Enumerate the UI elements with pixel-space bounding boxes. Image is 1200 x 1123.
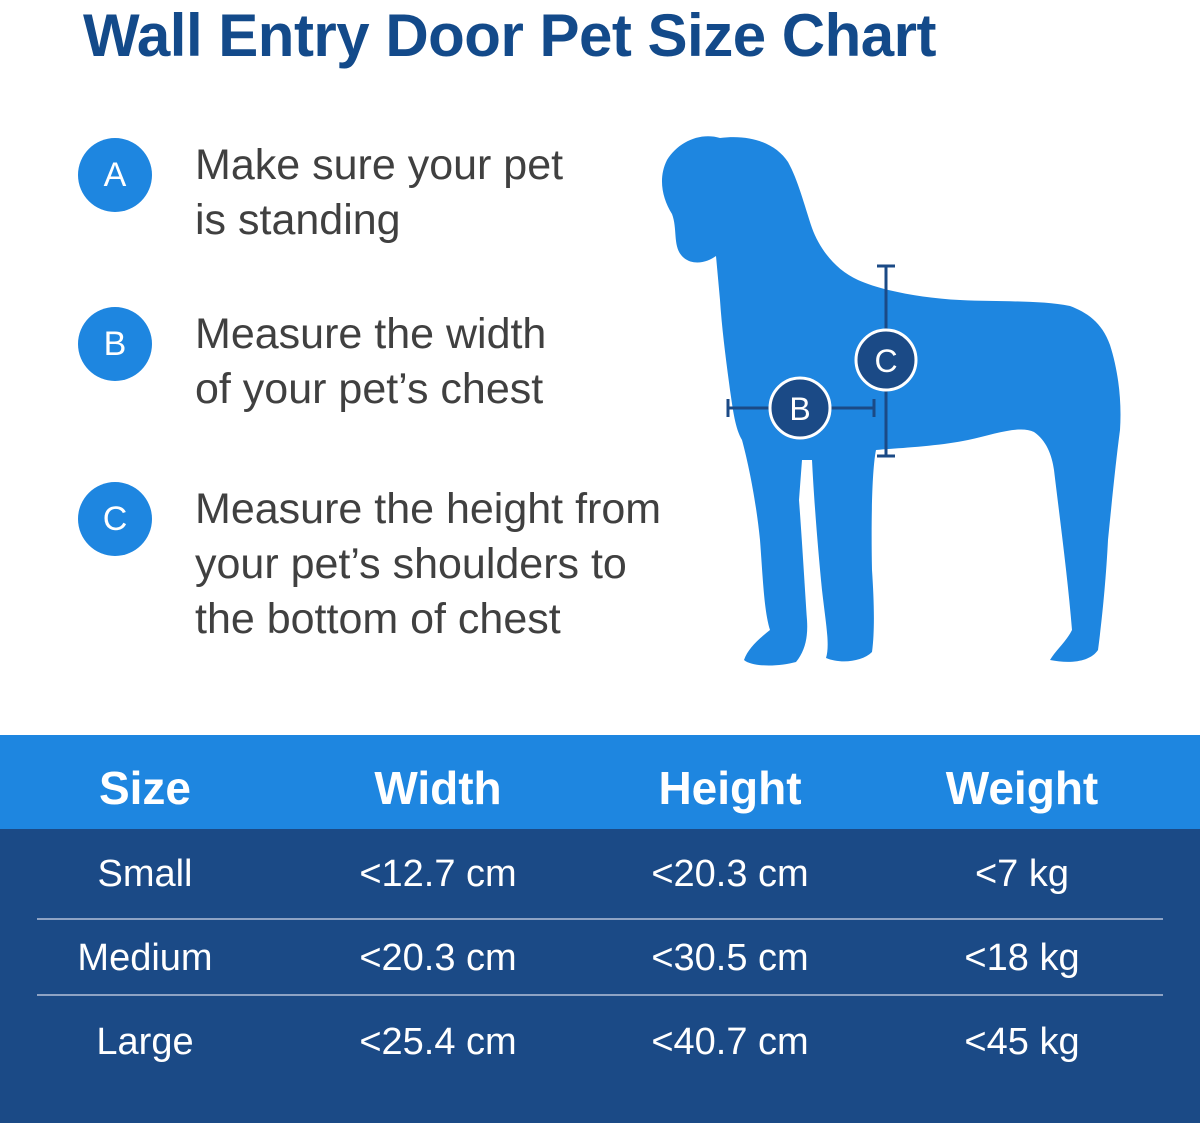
row-small-height: <20.3 cm bbox=[651, 853, 809, 895]
step-c-text: Measure the height from your pet’s shoul… bbox=[195, 482, 661, 647]
row-medium-width: <20.3 cm bbox=[359, 937, 517, 979]
row-large-size: Large bbox=[96, 1021, 194, 1063]
step-c-badge: C bbox=[78, 482, 152, 556]
row-divider bbox=[37, 994, 1163, 996]
row-small-weight: <7 kg bbox=[974, 853, 1070, 895]
height-marker-label: C bbox=[874, 343, 897, 379]
header-weight: Weight bbox=[945, 762, 1099, 814]
step-a-badge: A bbox=[78, 138, 152, 212]
table-header bbox=[0, 735, 1200, 829]
row-small-width: <12.7 cm bbox=[359, 853, 517, 895]
page-title: Wall Entry Door Pet Size Chart bbox=[83, 2, 936, 69]
step-c-line-3: the bottom of chest bbox=[195, 595, 561, 643]
step-c-line-1: Measure the height from bbox=[195, 485, 662, 533]
row-small-size: Small bbox=[97, 853, 193, 895]
step-b-line-2: of your pet’s chest bbox=[195, 365, 544, 413]
step-b-text: Measure the width of your pet’s chest bbox=[195, 307, 546, 417]
row-large-weight: <45 kg bbox=[964, 1021, 1080, 1063]
header-width: Width bbox=[374, 762, 502, 814]
header-height: Height bbox=[658, 762, 802, 814]
step-a-line-1: Make sure your pet bbox=[195, 141, 564, 189]
dog-measurement-diagram: C B bbox=[661, 136, 1121, 666]
width-marker-label: B bbox=[789, 391, 810, 427]
step-b-line-1: Measure the width bbox=[195, 310, 547, 358]
step-b-badge: B bbox=[78, 307, 152, 381]
header-size: Size bbox=[98, 762, 192, 814]
step-a-line-2: is standing bbox=[195, 196, 401, 244]
width-measurement: B bbox=[726, 376, 876, 440]
table-body bbox=[0, 829, 1200, 1123]
row-large-width: <25.4 cm bbox=[359, 1021, 517, 1063]
row-divider bbox=[37, 918, 1163, 920]
step-a-text: Make sure your pet is standing bbox=[195, 138, 563, 248]
row-large-height: <40.7 cm bbox=[651, 1021, 809, 1063]
height-measurement: C bbox=[854, 264, 918, 458]
step-c-line-2: your pet’s shoulders to bbox=[195, 540, 627, 588]
dog-silhouette-icon bbox=[661, 136, 1121, 666]
row-medium-height: <30.5 cm bbox=[651, 937, 809, 979]
row-medium-size: Medium bbox=[77, 937, 213, 979]
row-medium-weight: <18 kg bbox=[964, 937, 1080, 979]
